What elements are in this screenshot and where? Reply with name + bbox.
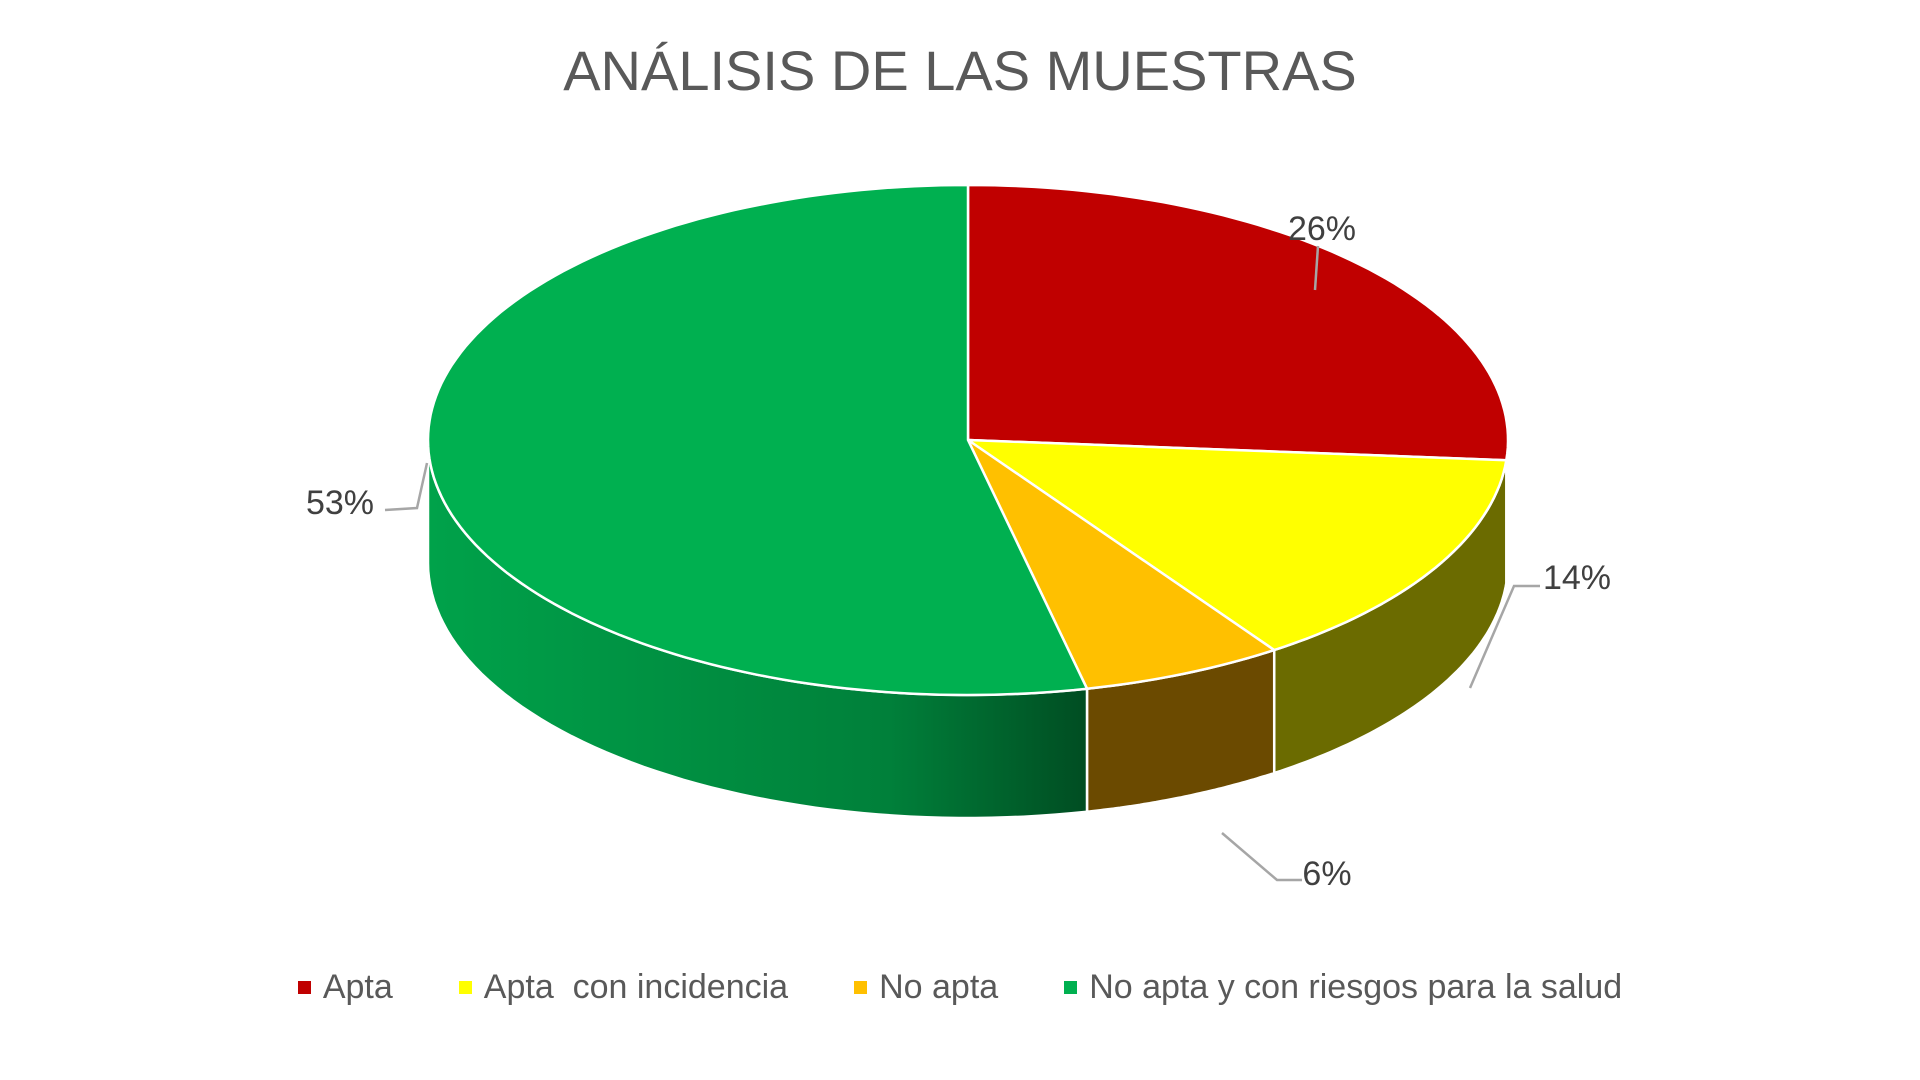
pie-slice-apta bbox=[966, 183, 1510, 462]
legend-item-no-apta-riesgos: No apta y con riesgos para la salud bbox=[1064, 968, 1622, 1007]
legend-label-apta-con-incidencia: Apta con incidencia bbox=[483, 968, 789, 1006]
legend-item-no-apta: No apta bbox=[854, 968, 998, 1007]
legend-label-no-apta: No apta bbox=[879, 968, 999, 1006]
legend-swatch-no-apta bbox=[854, 981, 868, 994]
leader-line-no-apta bbox=[1221, 832, 1302, 882]
legend-swatch-apta-con-incidencia bbox=[458, 981, 472, 994]
pie-slice-no-apta bbox=[966, 438, 1276, 690]
data-label-apta-con-incidencia: 14% bbox=[1543, 559, 1611, 597]
leader-line-apta bbox=[1313, 245, 1320, 291]
legend-item-apta-con-incidencia: Apta con incidencia bbox=[458, 968, 789, 1007]
legend-swatch-apta bbox=[297, 981, 311, 994]
data-label-no-apta: 6% bbox=[1302, 855, 1351, 893]
legend-swatch-no-apta-riesgos bbox=[1064, 981, 1078, 994]
chart-title: ANÁLISIS DE LAS MUESTRAS bbox=[563, 39, 1357, 102]
legend: Apta Apta con incidencia No apta No apta… bbox=[0, 968, 1920, 1007]
pie-slice-no-apta-riesgos bbox=[426, 183, 1089, 697]
legend-label-apta: Apta bbox=[322, 968, 393, 1006]
legend-label-no-apta-riesgos: No apta y con riesgos para la salud bbox=[1089, 968, 1623, 1006]
pie-slice-apta-con-incidencia bbox=[966, 438, 1508, 652]
legend-item-apta: Apta bbox=[297, 968, 393, 1007]
data-label-apta: 26% bbox=[1288, 210, 1356, 248]
leader-line-no-apta-riesgos bbox=[384, 462, 429, 512]
data-label-no-apta-riesgos: 53% bbox=[306, 484, 374, 522]
leader-line-apta-con-incidencia bbox=[1468, 584, 1540, 689]
